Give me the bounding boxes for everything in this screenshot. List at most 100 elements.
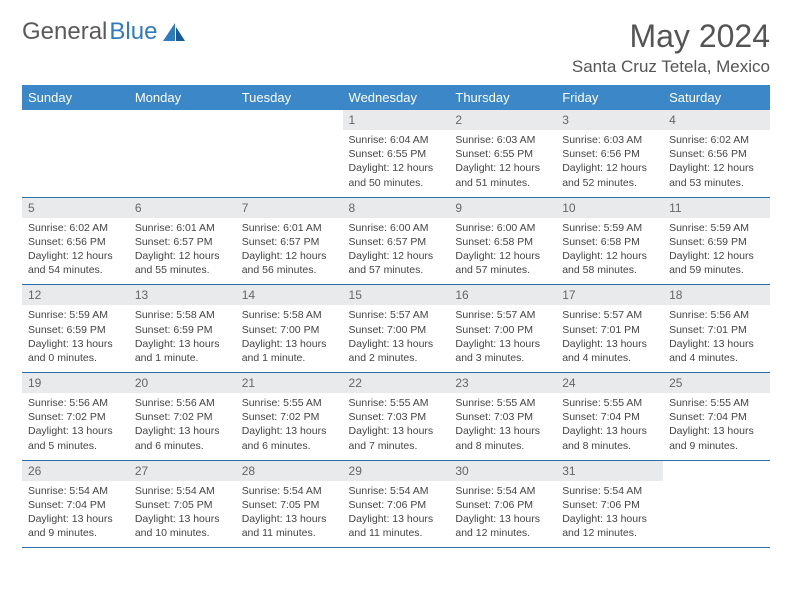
day-info [663,481,770,491]
header: GeneralBlue May 2024 Santa Cruz Tetela, … [22,18,770,77]
calendar-cell: 10Sunrise: 5:59 AMSunset: 6:58 PMDayligh… [556,197,663,285]
calendar-cell: 16Sunrise: 5:57 AMSunset: 7:00 PMDayligh… [449,285,556,373]
day-info: Sunrise: 5:55 AMSunset: 7:03 PMDaylight:… [343,393,450,460]
day-header: Wednesday [343,85,450,110]
day-info-line: Sunset: 7:04 PM [562,410,657,424]
day-info-line: Daylight: 13 hours [669,337,764,351]
day-info-line: Daylight: 13 hours [455,512,550,526]
day-info-line: Daylight: 13 hours [455,424,550,438]
day-info-line: and 12 minutes. [455,526,550,540]
day-info-line: Sunset: 7:06 PM [349,498,444,512]
calendar-cell: 8Sunrise: 6:00 AMSunset: 6:57 PMDaylight… [343,197,450,285]
calendar-week: 26Sunrise: 5:54 AMSunset: 7:04 PMDayligh… [22,460,770,548]
day-info-line: Sunrise: 5:55 AM [349,396,444,410]
calendar-cell: 26 Sunrise: 5:54 AMSunset: 7:04 PMDayligh… [22,460,129,548]
day-info-line: Sunset: 6:56 PM [562,147,657,161]
day-info-line: Sunset: 6:58 PM [562,235,657,249]
day-info-line: Sunset: 7:04 PM [669,410,764,424]
calendar-cell: 11Sunrise: 5:59 AMSunset: 6:59 PMDayligh… [663,197,770,285]
day-info-line: Sunrise: 6:00 AM [349,221,444,235]
day-number: 27 [129,461,236,481]
calendar-table: SundayMondayTuesdayWednesdayThursdayFrid… [22,85,770,548]
day-info-line: Daylight: 12 hours [669,249,764,263]
day-info-line: Daylight: 12 hours [349,161,444,175]
day-info-line: Sunrise: 6:02 AM [28,221,123,235]
day-info-line: and 4 minutes. [562,351,657,365]
day-info-line: Sunrise: 5:56 AM [669,308,764,322]
day-info: Sunrise: 5:57 AMSunset: 7:00 PMDaylight:… [343,305,450,372]
day-info-line: and 9 minutes. [28,526,123,540]
day-info: Sunrise: 5:54 AMSunset: 7:05 PMDaylight:… [236,481,343,548]
day-number: 17 [556,285,663,305]
calendar-cell: 22Sunrise: 5:55 AMSunset: 7:03 PMDayligh… [343,373,450,461]
day-info-line: Daylight: 13 hours [455,337,550,351]
day-header: Sunday [22,85,129,110]
calendar-cell: 14Sunrise: 5:58 AMSunset: 7:00 PMDayligh… [236,285,343,373]
day-header: Friday [556,85,663,110]
day-info-line: Daylight: 13 hours [242,424,337,438]
day-info: Sunrise: 5:56 AMSunset: 7:01 PMDaylight:… [663,305,770,372]
day-info-line: Daylight: 12 hours [455,161,550,175]
day-header: Tuesday [236,85,343,110]
day-info-line: and 3 minutes. [455,351,550,365]
calendar-cell: 15Sunrise: 5:57 AMSunset: 7:00 PMDayligh… [343,285,450,373]
day-info-line: Sunset: 6:57 PM [135,235,230,249]
day-info-line: Sunset: 6:58 PM [455,235,550,249]
day-info-line: Daylight: 12 hours [28,249,123,263]
calendar-cell [663,460,770,548]
day-number: 25 [663,373,770,393]
day-number: 5 [22,198,129,218]
day-number: 13 [129,285,236,305]
day-info-line: Sunset: 6:57 PM [349,235,444,249]
day-info-line: Daylight: 12 hours [562,161,657,175]
day-info-line: Daylight: 13 hours [242,512,337,526]
day-info-line: Sunset: 7:00 PM [455,323,550,337]
calendar-cell: 20Sunrise: 5:56 AMSunset: 7:02 PMDayligh… [129,373,236,461]
day-info-line: and 6 minutes. [242,439,337,453]
day-info: Sunrise: 6:04 AMSunset: 6:55 PMDaylight:… [343,130,450,197]
day-info-line: and 57 minutes. [455,263,550,277]
calendar-cell: 24Sunrise: 5:55 AMSunset: 7:04 PMDayligh… [556,373,663,461]
calendar-cell [22,110,129,197]
day-info-line: Sunset: 6:57 PM [242,235,337,249]
calendar-cell: 27Sunrise: 5:54 AMSunset: 7:05 PMDayligh… [129,460,236,548]
day-info-line: Sunrise: 5:54 AM [28,484,123,498]
day-info-line: Sunset: 7:04 PM [28,498,123,512]
day-info-line: Sunrise: 5:57 AM [562,308,657,322]
day-info: Sunrise: 5:55 AMSunset: 7:04 PMDaylight:… [663,393,770,460]
day-info-line: Daylight: 13 hours [28,424,123,438]
calendar-cell: 6Sunrise: 6:01 AMSunset: 6:57 PMDaylight… [129,197,236,285]
day-info-line: Sunrise: 5:54 AM [349,484,444,498]
day-number: 6 [129,198,236,218]
logo-sail-icon [161,21,187,43]
day-number: 29 [343,461,450,481]
day-info: Sunrise: 5:58 AMSunset: 7:00 PMDaylight:… [236,305,343,372]
day-info: Sunrise: 5:54 AMSunset: 7:06 PMDaylight:… [343,481,450,548]
day-info: Sunrise: 5:54 AMSunset: 7:06 PMDaylight:… [556,481,663,548]
day-info [22,130,129,140]
day-info: Sunrise: 6:03 AMSunset: 6:56 PMDaylight:… [556,130,663,197]
day-info: Sunrise: 5:56 AMSunset: 7:02 PMDaylight:… [22,393,129,460]
day-info: Sunrise: 5:59 AMSunset: 6:59 PMDaylight:… [22,305,129,372]
day-info-line: Daylight: 13 hours [669,424,764,438]
day-info-line: Daylight: 13 hours [562,424,657,438]
day-info-line: Sunset: 7:03 PM [349,410,444,424]
day-number: 14 [236,285,343,305]
day-info-line: Sunset: 7:03 PM [455,410,550,424]
calendar-cell: 29Sunrise: 5:54 AMSunset: 7:06 PMDayligh… [343,460,450,548]
calendar-cell [236,110,343,197]
day-info-line: Sunrise: 5:56 AM [28,396,123,410]
day-info-line: Sunset: 6:55 PM [455,147,550,161]
day-info-line: Daylight: 13 hours [28,512,123,526]
logo-text-1: General [22,18,107,46]
calendar-cell: 9Sunrise: 6:00 AMSunset: 6:58 PMDaylight… [449,197,556,285]
day-info-line: Daylight: 13 hours [349,424,444,438]
calendar-cell: 17Sunrise: 5:57 AMSunset: 7:01 PMDayligh… [556,285,663,373]
day-info: Sunrise: 5:55 AMSunset: 7:02 PMDaylight:… [236,393,343,460]
day-info-line: Daylight: 13 hours [28,337,123,351]
day-number: 22 [343,373,450,393]
day-number: 26 [22,461,129,481]
day-info-line: and 9 minutes. [669,439,764,453]
day-info-line: and 50 minutes. [349,176,444,190]
calendar-cell [129,110,236,197]
